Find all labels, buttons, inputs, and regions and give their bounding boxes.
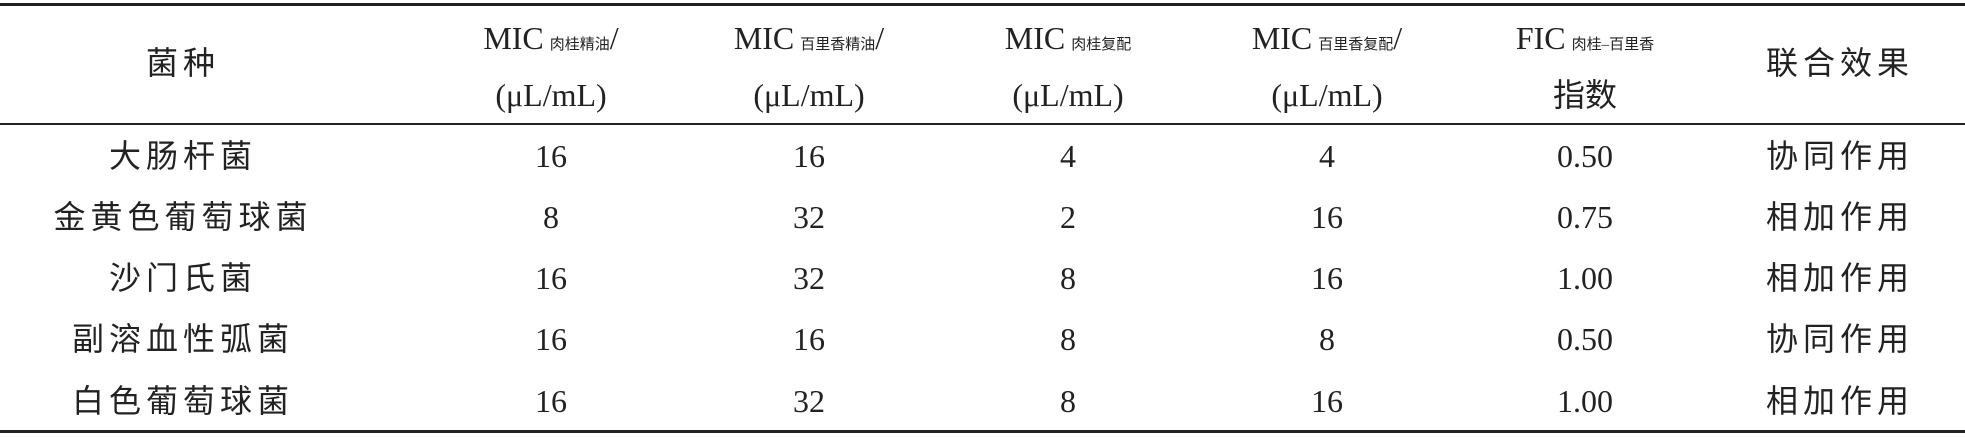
- table-cell: 16: [535, 138, 567, 174]
- header-line: MIC 百里香精油/: [734, 22, 884, 54]
- header-subscript: 肉桂–百里香: [1571, 37, 1655, 53]
- table-cell: 相加作用: [1765, 260, 1915, 296]
- table-cell: 16: [793, 321, 825, 357]
- table-cell: 16: [535, 260, 567, 296]
- table-cell: 8: [1319, 321, 1335, 357]
- header-subscript: 肉桂复配: [1071, 37, 1132, 53]
- header-main: MIC: [1004, 20, 1066, 56]
- header-main: MIC: [733, 20, 795, 56]
- header-cell: 菌种: [145, 45, 221, 81]
- table-cell: 白色葡萄球菌: [71, 383, 295, 419]
- header-rule: [0, 123, 1965, 125]
- header-unit: (μL/mL): [1012, 77, 1124, 113]
- header-unit: (μL/mL): [495, 77, 607, 113]
- table-cell: 16: [535, 383, 567, 419]
- table-cell: 协同作用: [1765, 138, 1915, 174]
- header-line: MIC 百里香复配/: [1252, 22, 1402, 54]
- header-cell: 联合效果: [1765, 45, 1915, 81]
- top-rule: [0, 3, 1965, 6]
- header-line: MIC 肉桂复配: [1005, 22, 1131, 54]
- table-cell: 8: [1060, 383, 1076, 419]
- table-cell: 沙门氏菌: [108, 260, 258, 296]
- table-cell: 16: [1311, 383, 1343, 419]
- table-cell: 1.00: [1557, 383, 1613, 419]
- table-cell: 0.50: [1557, 321, 1613, 357]
- table-cell: 相加作用: [1765, 383, 1915, 419]
- table-cell: 相加作用: [1765, 199, 1915, 235]
- table-cell: 32: [793, 199, 825, 235]
- header-subscript: 百里香精油: [800, 37, 876, 53]
- header-main: MIC: [1251, 20, 1313, 56]
- header-suffix: /: [609, 20, 619, 56]
- table-cell: 0.50: [1557, 138, 1613, 174]
- table-cell: 大肠杆菌: [108, 138, 258, 174]
- table-cell: 32: [793, 260, 825, 296]
- table-cell: 协同作用: [1765, 321, 1915, 357]
- header-subscript: 百里香复配: [1318, 37, 1394, 53]
- table-cell: 4: [1319, 138, 1335, 174]
- table-cell: 32: [793, 383, 825, 419]
- table-cell: 16: [1311, 199, 1343, 235]
- header-line: MIC 肉桂精油/: [483, 22, 618, 54]
- table-cell: 8: [1060, 260, 1076, 296]
- table-cell: 16: [793, 138, 825, 174]
- table-cell: 2: [1060, 199, 1076, 235]
- header-suffix: /: [875, 20, 885, 56]
- table-cell: 0.75: [1557, 199, 1613, 235]
- header-main: FIC: [1515, 20, 1566, 56]
- header-suffix: /: [1393, 20, 1403, 56]
- header-unit: (μL/mL): [1271, 77, 1383, 113]
- table-cell: 副溶血性弧菌: [71, 321, 295, 357]
- bottom-rule: [0, 430, 1965, 433]
- table-cell: 8: [543, 199, 559, 235]
- table-cell: 4: [1060, 138, 1076, 174]
- table-cell: 8: [1060, 321, 1076, 357]
- header-subscript: 肉桂精油: [549, 37, 610, 53]
- header-unit: 指数: [1552, 77, 1618, 113]
- table-cell: 16: [1311, 260, 1343, 296]
- header-line: FIC 肉桂–百里香: [1516, 22, 1654, 54]
- header-main: MIC: [483, 20, 544, 56]
- table-cell: 1.00: [1557, 260, 1613, 296]
- header-unit: (μL/mL): [753, 77, 865, 113]
- table-cell: 16: [535, 321, 567, 357]
- table-cell: 金黄色葡萄球菌: [53, 199, 313, 235]
